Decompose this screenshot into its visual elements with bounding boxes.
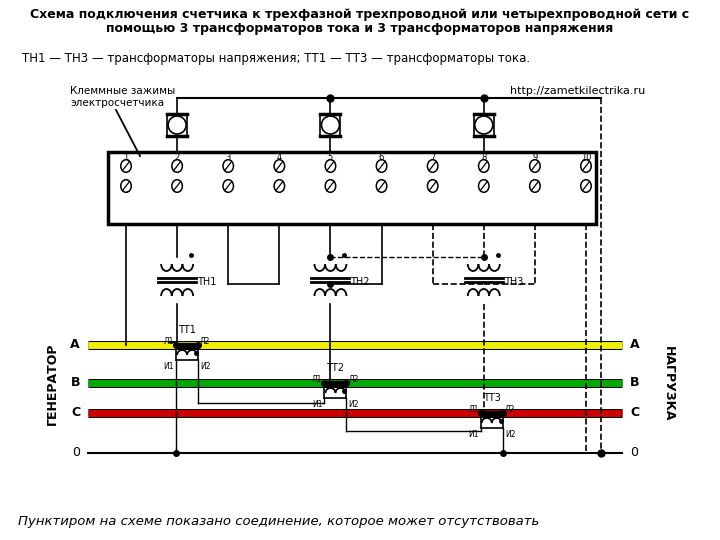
Text: И1: И1 [312, 400, 323, 409]
Text: С: С [630, 407, 639, 420]
Ellipse shape [274, 160, 284, 172]
Bar [176, 342, 198, 348]
Text: ТТ3: ТТ3 [483, 393, 500, 403]
Text: Л1: Л1 [469, 404, 479, 414]
Ellipse shape [223, 160, 233, 172]
Ellipse shape [428, 180, 438, 192]
Ellipse shape [223, 180, 233, 192]
Text: И1: И1 [163, 362, 174, 371]
Text: И2: И2 [505, 430, 516, 439]
Ellipse shape [377, 160, 387, 172]
Text: Клеммные зажимы
электросчетчика: Клеммные зажимы электросчетчика [70, 86, 175, 107]
Text: А: А [630, 339, 639, 352]
Ellipse shape [581, 180, 591, 192]
Text: ГЕНЕРАТОР: ГЕНЕРАТОР [45, 343, 58, 426]
Ellipse shape [428, 160, 438, 172]
Text: ТН1 — ТН3 — трансформаторы напряжения; ТТ1 — ТТ3 — трансформаторы тока.: ТН1 — ТН3 — трансформаторы напряжения; Т… [22, 52, 530, 65]
Bar [325, 381, 346, 386]
Text: И1: И1 [468, 430, 479, 439]
Ellipse shape [530, 160, 540, 172]
Text: Пунктиром на схеме показано соединение, которое может отсутствовать: Пунктиром на схеме показано соединение, … [18, 515, 539, 528]
Text: 4: 4 [276, 153, 282, 163]
Text: 10: 10 [581, 153, 591, 163]
Ellipse shape [172, 180, 182, 192]
Text: И2: И2 [200, 362, 211, 371]
Text: Л1: Л1 [163, 336, 174, 346]
Text: 0: 0 [72, 447, 80, 460]
Text: ТН1: ТН1 [197, 277, 217, 287]
Text: И2: И2 [348, 400, 359, 409]
Text: НАГРУЗКА: НАГРУЗКА [662, 346, 675, 422]
Ellipse shape [479, 180, 489, 192]
Text: Л1: Л1 [312, 375, 323, 383]
Text: А: А [71, 339, 80, 352]
Ellipse shape [172, 160, 182, 172]
Circle shape [321, 116, 339, 134]
Ellipse shape [121, 160, 131, 172]
Text: 8: 8 [481, 153, 487, 163]
Text: 0: 0 [630, 447, 638, 460]
Text: 9: 9 [532, 153, 538, 163]
Text: 5: 5 [328, 153, 333, 163]
Text: ТН2: ТН2 [351, 277, 370, 287]
Text: Схема подключения счетчика к трехфазной трехпроводной или четырехпроводной сети : Схема подключения счетчика к трехфазной … [30, 8, 690, 21]
Ellipse shape [581, 160, 591, 172]
Text: 1: 1 [123, 153, 129, 163]
Bar [108, 152, 596, 224]
Text: http://zametkilectrika.ru: http://zametkilectrika.ru [510, 86, 645, 96]
Text: помощью 3 трансформаторов тока и 3 трансформаторов напряжения: помощью 3 трансформаторов тока и 3 транс… [107, 22, 613, 35]
Text: В: В [71, 376, 80, 389]
Ellipse shape [325, 180, 336, 192]
Text: Л2: Л2 [348, 375, 359, 383]
Ellipse shape [121, 180, 131, 192]
Circle shape [168, 116, 186, 134]
Text: 6: 6 [379, 153, 384, 163]
Ellipse shape [377, 180, 387, 192]
Text: ТТ1: ТТ1 [178, 325, 196, 335]
Text: В: В [630, 376, 639, 389]
Text: 2: 2 [174, 153, 180, 163]
Circle shape [474, 116, 492, 134]
Ellipse shape [530, 180, 540, 192]
Ellipse shape [274, 180, 284, 192]
Text: 3: 3 [225, 153, 231, 163]
Ellipse shape [325, 160, 336, 172]
Text: С: С [71, 407, 80, 420]
Text: ТТ2: ТТ2 [326, 363, 344, 373]
Bar [481, 410, 503, 415]
Ellipse shape [479, 160, 489, 172]
Text: 7: 7 [430, 153, 436, 163]
Text: Л2: Л2 [505, 404, 515, 414]
Text: Л2: Л2 [200, 336, 210, 346]
Text: ТН3: ТН3 [504, 277, 523, 287]
